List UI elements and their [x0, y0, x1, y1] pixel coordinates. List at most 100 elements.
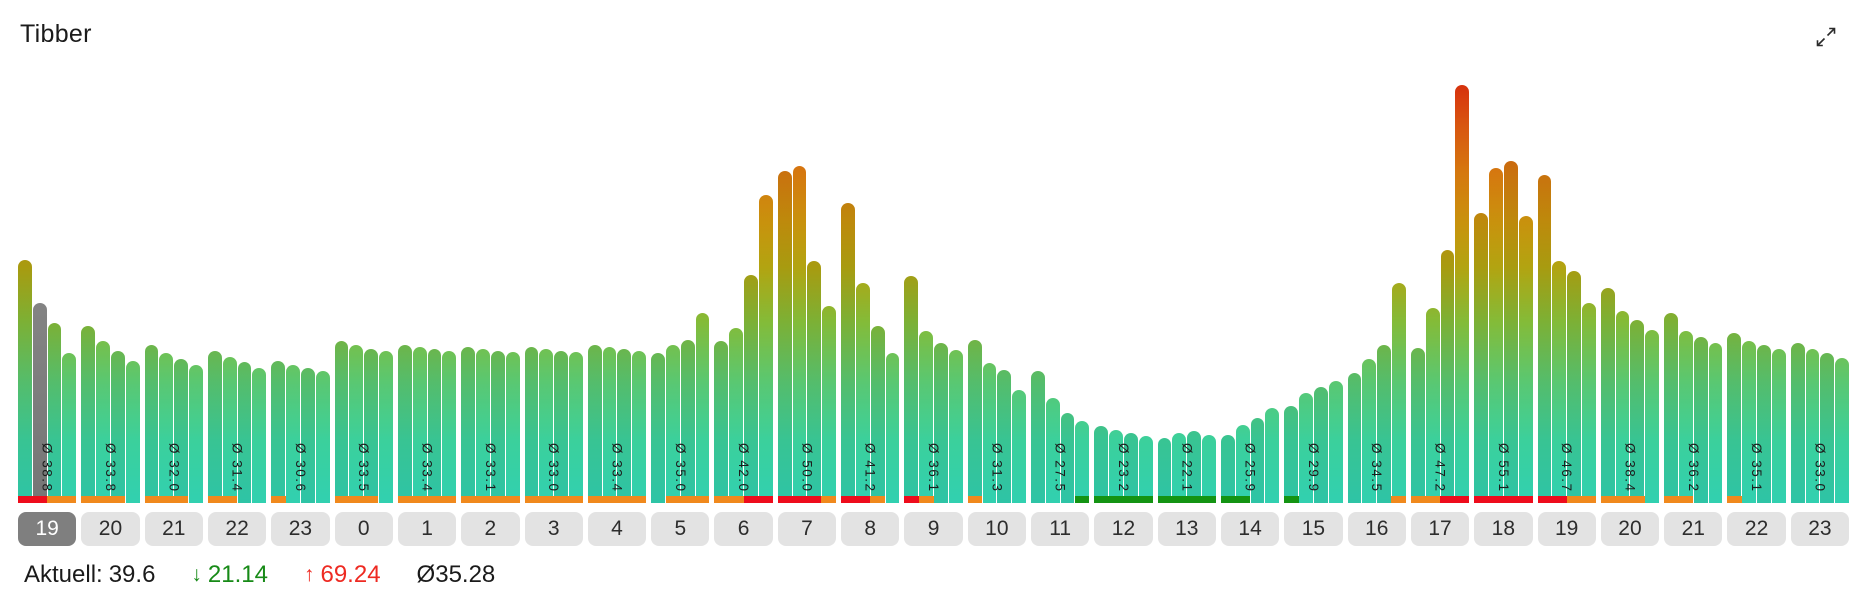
price-bar [651, 353, 665, 503]
price-bar [505, 352, 520, 503]
orange-price-marker [821, 496, 837, 503]
price-bar [997, 370, 1012, 503]
no-marker [300, 496, 315, 503]
no-marker [1328, 496, 1343, 503]
price-bar [822, 306, 837, 503]
card-header: Tibber [18, 12, 1849, 56]
price-level-markers [207, 496, 267, 503]
hour-group-7-h2: Ø 33.1 [461, 58, 520, 503]
no-marker [651, 496, 666, 503]
price-bar [744, 275, 758, 503]
no-marker [1313, 496, 1328, 503]
price-bar [412, 347, 427, 503]
orange-price-marker [1600, 496, 1616, 503]
price-bar [252, 368, 267, 503]
hour-group-6-h1: Ø 33.4 [397, 58, 457, 503]
price-level-markers [18, 496, 77, 503]
price-level-markers [651, 496, 710, 503]
price-bar [1693, 337, 1708, 503]
hour-chip-20: 20 [1600, 512, 1660, 546]
hour-group-23-h18: Ø 55.1 [1474, 58, 1533, 503]
price-level-markers [714, 496, 773, 503]
hour-chip-2: 2 [461, 512, 520, 546]
hour-average-label: Ø 30.6 [292, 443, 308, 493]
hour-average-label: Ø 55.1 [1495, 443, 1511, 493]
orange-price-marker [1615, 496, 1630, 503]
price-level-markers [334, 496, 393, 503]
orange-price-marker [587, 496, 603, 503]
no-marker [1377, 496, 1392, 503]
status-bar: Aktuell: 39.6 ↓ 21.14 ↑ 69.24 Ø35.28 [18, 561, 1849, 589]
price-bar [870, 326, 885, 503]
hour-group-10-h5: Ø 35.0 [651, 58, 710, 503]
price-level-markers [1410, 496, 1470, 503]
current-quarter-bar [32, 303, 47, 503]
hour-average-label: Ø 32.0 [166, 443, 182, 493]
hour-group-17-h12: Ø 23.2 [1094, 58, 1153, 503]
price-level-markers [1791, 496, 1849, 503]
price-bar [1347, 373, 1362, 503]
price-level-markers [1727, 496, 1785, 503]
price-bar [427, 349, 442, 503]
orange-price-marker [207, 496, 223, 503]
no-marker [1757, 496, 1772, 503]
orange-price-marker [490, 496, 505, 503]
hour-group-24-h19: Ø 46.7 [1537, 58, 1596, 503]
price-bar [1045, 398, 1060, 503]
price-bar [1075, 421, 1090, 503]
price-bar [1503, 161, 1518, 503]
price-bar [1537, 175, 1552, 503]
price-bar [1313, 387, 1328, 503]
price-level-markers [967, 496, 1026, 503]
price-level-markers [271, 496, 329, 503]
price-bar [271, 361, 286, 503]
hour-group-18-h13: Ø 22.1 [1157, 58, 1216, 503]
orange-price-marker [110, 496, 126, 503]
hour-group-13-h8: Ø 41.2 [841, 58, 900, 503]
orange-price-marker [144, 496, 160, 503]
green-price-marker [1138, 496, 1153, 503]
price-bar [524, 347, 539, 503]
price-bar [364, 349, 379, 503]
orange-price-marker [729, 496, 744, 503]
orange-price-marker [349, 496, 364, 503]
price-bar [1299, 393, 1313, 503]
hour-average-label: Ø 38.8 [39, 443, 55, 493]
min-price: ↓ 21.14 [191, 561, 268, 589]
price-bar [1138, 436, 1153, 503]
orange-price-marker [665, 496, 681, 503]
orange-price-marker [616, 496, 632, 503]
price-bar [1284, 406, 1299, 503]
price-bar [207, 351, 222, 503]
price-bar [1172, 433, 1187, 503]
hour-average-label: Ø 36.1 [926, 443, 942, 493]
price-bar [1455, 85, 1470, 503]
no-marker [1771, 496, 1786, 503]
price-bar [62, 353, 77, 503]
no-marker [1645, 496, 1660, 503]
price-bar [617, 349, 632, 503]
expand-button[interactable] [1811, 22, 1841, 52]
price-bar [144, 345, 159, 503]
price-level-markers [841, 496, 899, 503]
price-bar [1805, 349, 1820, 503]
price-bar [1202, 435, 1216, 503]
hour-average-label: Ø 34.5 [1369, 443, 1385, 493]
price-level-markers [1664, 496, 1722, 503]
price-bar [1362, 359, 1377, 503]
red-price-marker [792, 496, 807, 503]
hour-chip-23: 23 [271, 512, 330, 546]
price-bar [948, 350, 963, 503]
hour-average-label: Ø 33.1 [482, 443, 498, 493]
price-bar [1377, 345, 1392, 503]
max-value: 69.24 [320, 561, 381, 588]
green-price-marker [1123, 496, 1139, 503]
hour-group-8-h3: Ø 33.0 [524, 58, 583, 503]
expand-icon [1816, 27, 1836, 47]
hour-average-label: Ø 36.2 [1685, 443, 1701, 493]
price-bar [1664, 313, 1678, 503]
no-marker [252, 496, 267, 503]
hour-chip-17: 17 [1410, 512, 1470, 546]
no-marker [997, 496, 1012, 503]
hour-average-label: Ø 46.7 [1559, 443, 1575, 493]
